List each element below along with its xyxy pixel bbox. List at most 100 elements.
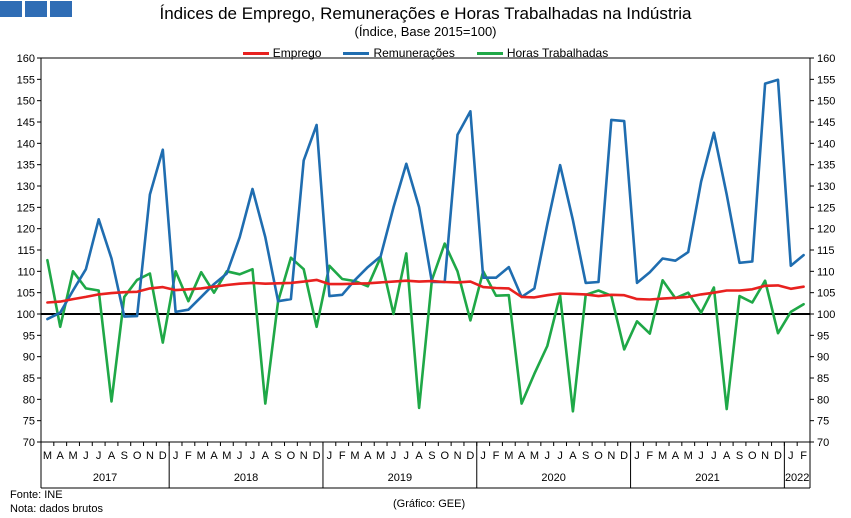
month-label: M — [530, 450, 539, 462]
series-line-emprego — [46, 278, 805, 304]
y-tick-label-left: 80 — [23, 394, 35, 406]
month-label: J — [237, 450, 243, 462]
month-label: J — [634, 450, 640, 462]
month-label: A — [210, 450, 218, 462]
y-tick-label-right: 95 — [817, 330, 829, 342]
month-label: J — [391, 450, 397, 462]
legend-label: Horas Trabalhadas — [506, 46, 609, 60]
month-label: A — [415, 450, 423, 462]
y-tick-label-left: 135 — [17, 160, 35, 172]
month-label: M — [376, 450, 385, 462]
legend-swatch — [476, 51, 503, 55]
month-label: J — [250, 450, 256, 462]
month-label: J — [173, 450, 179, 462]
year-label: 2022 — [785, 472, 809, 484]
month-label: D — [159, 450, 167, 462]
month-label: A — [364, 450, 372, 462]
gee-logo — [0, 1, 72, 17]
logo-block — [50, 1, 72, 17]
legend-item: Remunerações — [343, 46, 455, 60]
month-label: A — [672, 450, 680, 462]
y-tick-label-left: 120 — [17, 224, 35, 236]
month-label: J — [557, 450, 563, 462]
month-label: J — [96, 450, 102, 462]
month-label: N — [146, 450, 154, 462]
month-label: O — [287, 450, 296, 462]
month-label: D — [620, 450, 628, 462]
legend-item: Horas Trabalhadas — [476, 46, 609, 60]
month-label: M — [658, 450, 667, 462]
source-note: Fonte: INE — [10, 489, 63, 501]
y-tick-label-right: 135 — [817, 160, 835, 172]
y-tick-label-left: 100 — [17, 309, 35, 321]
year-label: 2018 — [234, 472, 258, 484]
month-label: J — [788, 450, 794, 462]
month-label: N — [607, 450, 615, 462]
month-label: A — [569, 450, 577, 462]
year-label: 2019 — [388, 472, 412, 484]
y-tick-label-left: 75 — [23, 416, 35, 428]
y-tick-label-right: 75 — [817, 416, 829, 428]
month-label: J — [480, 450, 486, 462]
month-label: M — [222, 450, 231, 462]
y-tick-label-left: 125 — [17, 202, 35, 214]
year-label: 2017 — [93, 472, 117, 484]
y-tick-label-right: 155 — [817, 74, 835, 86]
y-tick-label-left: 140 — [17, 138, 35, 150]
data-note: Nota: dados brutos — [10, 503, 103, 515]
month-label: J — [698, 450, 704, 462]
y-tick-label-left: 155 — [17, 74, 35, 86]
y-tick-label-right: 145 — [817, 117, 835, 129]
month-label: J — [404, 450, 410, 462]
month-label: M — [504, 450, 513, 462]
y-tick-label-right: 150 — [817, 96, 835, 108]
month-label: A — [108, 450, 116, 462]
y-tick-label-right: 100 — [817, 309, 835, 321]
y-tick-label-right: 80 — [817, 394, 829, 406]
month-label: N — [761, 450, 769, 462]
month-label: S — [121, 450, 128, 462]
y-tick-label-left: 105 — [17, 288, 35, 300]
month-label: O — [748, 450, 757, 462]
y-tick-label-right: 125 — [817, 202, 835, 214]
month-label: F — [493, 450, 500, 462]
y-tick-label-right: 160 — [817, 53, 835, 65]
month-label: O — [440, 450, 449, 462]
month-label: F — [646, 450, 653, 462]
logo-block — [25, 1, 47, 17]
y-tick-label-left: 160 — [17, 53, 35, 65]
y-tick-label-left: 115 — [17, 245, 35, 257]
month-label: A — [262, 450, 270, 462]
month-label: F — [800, 450, 807, 462]
series-line-remunerações — [46, 78, 805, 321]
y-tick-label-left: 95 — [23, 330, 35, 342]
year-label: 2020 — [541, 472, 565, 484]
month-label: A — [57, 450, 65, 462]
y-tick-label-right: 115 — [817, 245, 835, 257]
logo-block — [0, 1, 22, 17]
month-label: M — [43, 450, 52, 462]
y-tick-label-right: 110 — [817, 266, 835, 278]
y-tick-label-right: 140 — [817, 138, 835, 150]
y-tick-label-left: 70 — [23, 437, 35, 449]
month-label: M — [68, 450, 77, 462]
y-tick-label-right: 90 — [817, 352, 829, 364]
month-label: M — [197, 450, 206, 462]
month-label: D — [774, 450, 782, 462]
y-tick-label-right: 130 — [817, 181, 835, 193]
legend-item: Emprego — [242, 46, 321, 60]
month-label: J — [545, 450, 551, 462]
month-label: F — [339, 450, 346, 462]
chart-title: Índices de Emprego, Remunerações e Horas… — [159, 4, 692, 23]
month-label: A — [723, 450, 731, 462]
month-label: M — [350, 450, 359, 462]
y-tick-label-left: 130 — [17, 181, 35, 193]
y-tick-label-right: 85 — [817, 373, 829, 385]
month-label: D — [313, 450, 321, 462]
month-label: J — [711, 450, 717, 462]
y-tick-label-left: 150 — [17, 96, 35, 108]
month-label: O — [594, 450, 603, 462]
y-tick-label-left: 85 — [23, 373, 35, 385]
y-tick-label-left: 145 — [17, 117, 35, 129]
